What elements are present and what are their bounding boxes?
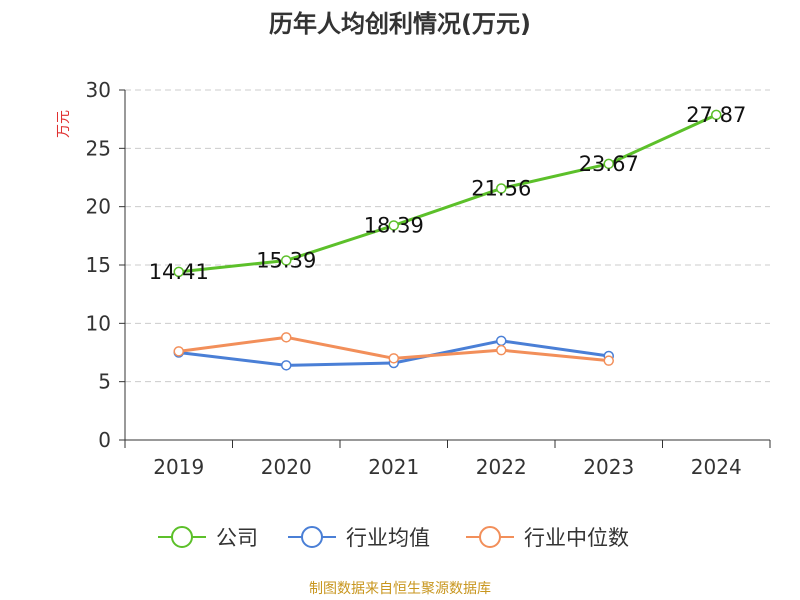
data-point [281, 255, 292, 266]
y-tick-label: 0 [98, 428, 111, 452]
y-tick-label: 30 [86, 78, 111, 102]
data-label: 21.56 [471, 176, 531, 200]
y-tick-label: 25 [86, 136, 111, 160]
x-tick-label: 2024 [691, 455, 742, 479]
legend-label: 公司 [216, 526, 258, 550]
data-point [173, 346, 184, 357]
data-point [603, 158, 614, 170]
source-note: 制图数据来自恒生聚源数据库 [309, 581, 491, 597]
data-point [388, 353, 399, 364]
data-point [173, 266, 184, 278]
data-point [388, 220, 399, 231]
y-tick-label: 10 [86, 311, 111, 335]
data-label: 15.39 [256, 248, 316, 272]
legend: 公司 行业均值 行业中位数 [158, 526, 629, 550]
axes: 0 5 10 15 20 25 30 2019 2020 2021 2022 2023 2024 [86, 78, 771, 479]
data-point [496, 183, 507, 194]
series-lines [173, 109, 722, 371]
y-tick-label: 20 [86, 195, 111, 219]
data-labels: 14.41 15.39 18.39 21.56 23.67 27.87 [149, 103, 747, 284]
data-point [281, 360, 292, 371]
data-point [496, 335, 507, 347]
legend-marker [479, 526, 501, 548]
data-point [496, 344, 507, 356]
x-tick-label: 2022 [476, 455, 527, 479]
y-axis-label: 万元 [56, 110, 72, 138]
chart-title: 历年人均创利情况(万元) [269, 10, 531, 38]
data-point [603, 355, 614, 366]
data-label: 27.87 [686, 103, 746, 127]
data-label: 14.41 [149, 260, 209, 284]
legend-label: 行业中位数 [524, 526, 629, 550]
y-tick-label: 5 [98, 370, 111, 394]
legend-marker [171, 526, 193, 548]
x-tick-label: 2021 [368, 455, 419, 479]
data-point [281, 332, 292, 343]
x-tick-label: 2019 [153, 455, 204, 479]
data-point [711, 109, 722, 121]
data-label: 18.39 [364, 213, 424, 237]
x-tick-label: 2023 [583, 455, 634, 479]
data-label: 23.67 [579, 152, 639, 176]
x-tick-label: 2020 [261, 455, 312, 479]
legend-marker [301, 526, 323, 548]
y-tick-label: 15 [86, 253, 111, 277]
legend-label: 行业均值 [346, 526, 430, 550]
series-line-0 [178, 113, 717, 274]
